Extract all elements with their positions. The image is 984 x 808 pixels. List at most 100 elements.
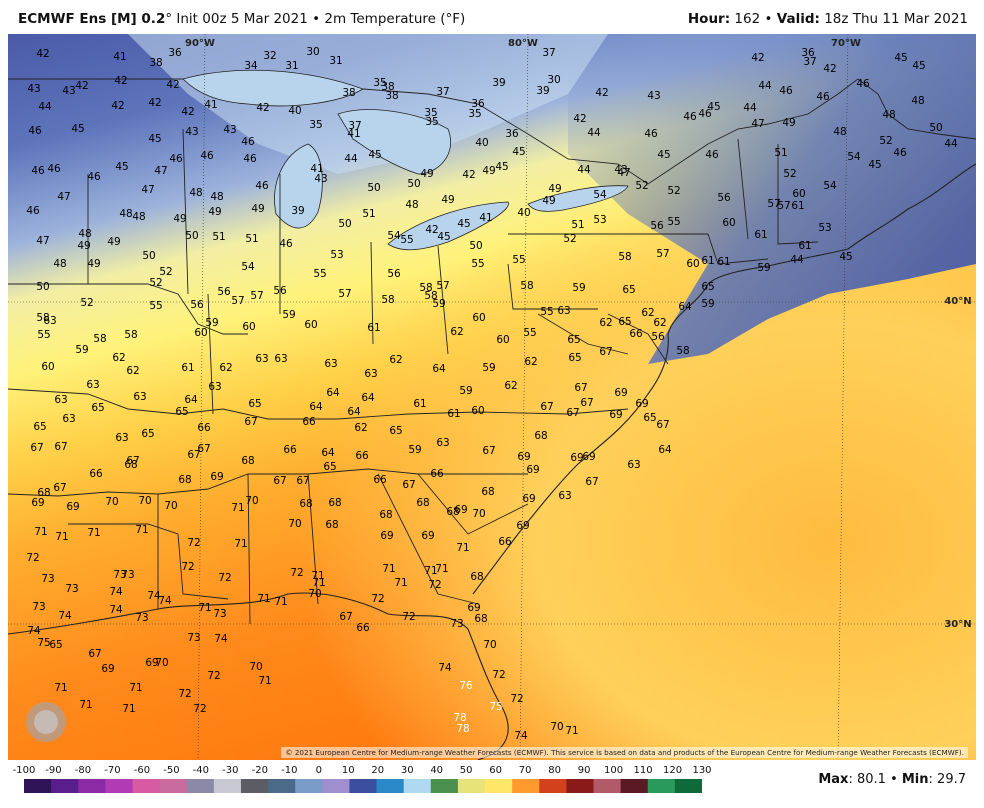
temperature-value: 70 [164,500,177,512]
temperature-value: 35 [424,107,437,119]
scale-tick: -70 [104,765,121,776]
latitude-label: 30°N [944,619,971,630]
temperature-value: 67 [580,397,593,409]
temperature-value: 63 [436,437,449,449]
temperature-value: 73 [121,569,134,581]
temperature-value: 58 [419,282,432,294]
temperature-value: 71 [258,675,271,687]
scale-tick: 20 [371,765,385,776]
min-value: 29.7 [937,772,966,787]
temperature-value: 42 [166,79,179,91]
temperature-value: 71 [565,725,578,737]
temperature-value: 70 [308,588,321,600]
temperature-value: 49 [420,168,433,180]
model-name: ECMWF Ens [M] 0.2 [18,11,166,27]
temperature-value: 71 [129,682,142,694]
temperature-value: 60 [472,312,485,324]
temperature-value: 69 [517,451,530,463]
temperature-value: 53 [818,222,831,234]
temperature-value: 71 [456,542,469,554]
temperature-value: 53 [593,214,606,226]
temperature-value: 58 [381,294,394,306]
temperature-value: 70 [105,496,118,508]
temperature-value: 45 [868,159,881,171]
temperature-value: 35 [373,77,386,89]
temperature-value: 43 [62,85,75,97]
temperature-value: 62 [599,317,612,329]
temperature-value: 63 [54,394,67,406]
scale-tick: 40 [430,765,444,776]
temperature-value: 44 [758,80,772,92]
scale-tick: 10 [341,765,355,776]
temperature-value: 45 [912,60,925,72]
scale-swatch [485,779,513,793]
temperature-value: 51 [571,219,584,231]
temperature-value: 50 [469,240,482,252]
scale-swatch [376,779,405,793]
temperature-value: 78 [456,723,469,735]
scale-swatch [674,779,702,793]
temperature-value: 67 [540,401,553,413]
temperature-value: 65 [175,406,188,418]
temperature-value: 71 [198,602,211,614]
temperature-value: 66 [283,444,297,456]
temperature-value: 68 [446,506,459,518]
temperature-value: 72 [290,567,303,579]
temperature-value: 61 [413,398,426,410]
temperature-value: 65 [567,334,580,346]
temperature-value: 64 [326,387,340,399]
temperature-value: 45 [457,218,470,230]
temperature-map[interactable]: 90°W 80°W 70°W 40°N 30°N 42 41 38 36 32 30 37 36 42 3… [8,34,976,760]
temperature-value: 67 [574,382,587,394]
temperature-value: 69 [66,501,79,513]
temperature-value: 58 [124,329,137,341]
temperature-value: 41 [479,212,492,224]
temperature-value: 63 [133,391,146,403]
temperature-value: 46 [87,171,101,183]
temperature-value: 42 [148,97,161,109]
temperature-value: 47 [751,118,764,130]
temperature-value: 41 [113,51,126,63]
temperature-value: 45 [71,123,84,135]
temperature-value: 72 [510,693,523,705]
temperature-value: 73 [32,601,45,613]
temperature-value: 58 [36,312,49,324]
temperature-value: 56 [717,192,731,204]
temperature-value: 55 [471,258,484,270]
temperature-value: 66 [197,422,211,434]
temperature-value: 65 [701,281,714,293]
temperature-value: 62 [354,422,367,434]
temperature-value: 43 [647,90,660,102]
temperature-value: 63 [208,381,221,393]
temperature-value: 65 [643,412,656,424]
temperature-value: 67 [585,476,598,488]
temperature-value: 71 [79,699,92,711]
scale-tick: -40 [192,765,210,776]
temperature-value: 50 [142,250,155,262]
scale-swatch [430,779,459,793]
temperature-value: 41 [310,163,323,175]
temperature-value: 63 [364,368,377,380]
temperature-value: 48 [119,208,132,220]
temperature-value: 46 [856,78,870,90]
temperature-value: 48 [53,258,66,270]
temperature-value: 42 [573,113,586,125]
temperature-value: 46 [31,165,45,177]
temperature-value: 63 [627,459,640,471]
temperature-value: 57 [250,290,263,302]
temperature-value: 47 [36,235,49,247]
temperature-value: 62 [653,317,666,329]
temperature-value: 48 [882,109,895,121]
temperature-value: 49 [208,206,221,218]
temperature-value: 45 [894,52,907,64]
temperature-value: 69 [210,471,223,483]
scale-tick: -10 [281,765,298,776]
scale-tick: 130 [692,765,712,776]
temperature-value: 60 [792,188,805,200]
scale-tick: -60 [133,765,151,776]
temperature-value: 67 [88,648,101,660]
temperature-value: 43 [223,124,236,136]
temperature-value: 67 [339,611,352,623]
temperature-value: 51 [212,231,225,243]
temperature-value: 72 [402,611,415,623]
